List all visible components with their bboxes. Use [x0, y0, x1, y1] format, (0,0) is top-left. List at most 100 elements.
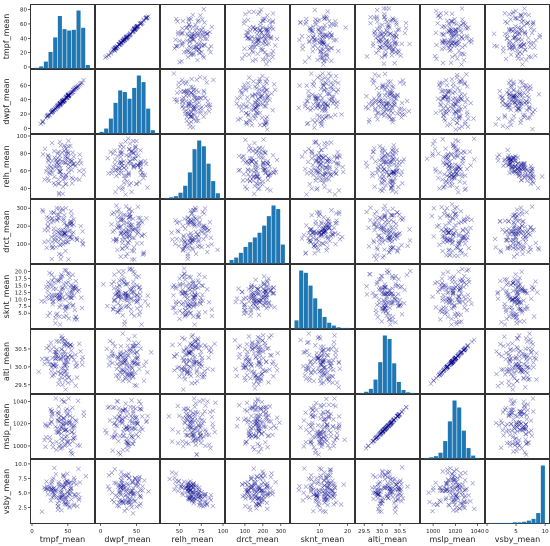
- scatter-point: [192, 28, 198, 34]
- scatter-point: [382, 14, 387, 19]
- scatter-point: [390, 16, 396, 21]
- scatter-point: [391, 37, 396, 43]
- scatter-point: [251, 9, 257, 15]
- scatter-point: [260, 47, 266, 53]
- scatter-point: [310, 35, 316, 40]
- scatter-point: [452, 41, 457, 46]
- scatter-point: [111, 46, 117, 52]
- scatter-point: [374, 50, 379, 56]
- scatter-point: [504, 36, 510, 41]
- histogram-bar: [238, 252, 243, 264]
- scatter-point: [189, 51, 195, 56]
- scatter-point: [501, 49, 506, 54]
- scatter-point: [318, 25, 323, 31]
- histogram-bar: [271, 205, 276, 264]
- scatter-point: [537, 34, 542, 40]
- cell-drct_mean-vs-alti_mean: [355, 199, 420, 264]
- scatter-point: [310, 28, 315, 34]
- histogram-bar: [276, 209, 281, 264]
- scatter-point: [310, 44, 316, 50]
- scatter-point: [263, 40, 268, 46]
- scatter-point: [507, 38, 513, 44]
- scatter-point: [310, 35, 316, 40]
- scatter-point: [267, 58, 272, 63]
- scatter-point: [326, 47, 331, 53]
- scatter-point: [440, 41, 446, 46]
- cell-sknt_mean-vs-tmpf_mean: [30, 264, 95, 329]
- cell-alti_mean-vs-mslp_mean: [420, 329, 485, 394]
- histogram-bar: [127, 98, 132, 134]
- scatter-point: [387, 41, 393, 47]
- scatter-point: [319, 42, 324, 47]
- scatter-point: [300, 42, 306, 48]
- scatter-point: [312, 19, 318, 25]
- scatter-point: [318, 51, 324, 57]
- scatter-point: [123, 35, 129, 41]
- scatter-point: [333, 37, 339, 43]
- scatter-point: [114, 44, 120, 49]
- scatter-point: [260, 57, 266, 62]
- scatter-point: [508, 52, 514, 57]
- cell-tmpf_mean-vs-vsby_mean: [485, 4, 550, 69]
- scatter-point: [255, 51, 260, 57]
- scatter-point: [460, 21, 466, 26]
- cell-drct_mean-vs-drct_mean: [225, 199, 290, 264]
- scatter-point: [449, 18, 454, 24]
- cell-drct_mean-vs-sknt_mean: [290, 199, 355, 264]
- scatter-point: [451, 43, 457, 49]
- scatter-point: [320, 54, 325, 60]
- scatter-point: [315, 57, 320, 63]
- scatter-point: [248, 36, 253, 42]
- scatter-point: [145, 14, 151, 19]
- scatter-point: [51, 107, 57, 113]
- histogram-bar: [71, 29, 76, 69]
- scatter-point: [393, 39, 398, 45]
- scatter-point: [131, 26, 137, 32]
- scatter-point: [200, 43, 205, 49]
- scatter-point: [374, 16, 380, 21]
- cell-drct_mean-vs-mslp_mean: [420, 199, 485, 264]
- scatter-point: [398, 53, 404, 58]
- scatter-point: [175, 43, 181, 49]
- scatter-point: [435, 13, 441, 19]
- scatter-point: [261, 38, 267, 44]
- scatter-point: [320, 62, 326, 67]
- scatter-point: [521, 42, 527, 48]
- scatter-point: [513, 38, 519, 44]
- scatter-point: [317, 17, 322, 23]
- scatter-point: [377, 23, 382, 29]
- scatter-point: [320, 35, 325, 40]
- scatter-point: [451, 33, 457, 38]
- scatter-point: [517, 31, 523, 37]
- cell-sknt_mean-vs-relh_mean: [160, 264, 225, 329]
- scatter-point: [322, 32, 328, 37]
- histogram-bar: [410, 392, 415, 394]
- scatter-point: [395, 27, 400, 33]
- scatter-point: [266, 41, 272, 46]
- scatter-point: [116, 41, 122, 47]
- scatter-point: [188, 34, 193, 40]
- scatter-point: [122, 36, 127, 42]
- scatter-point: [306, 34, 311, 39]
- scatter-point: [197, 35, 203, 41]
- scatter-point: [516, 36, 522, 42]
- scatter-point: [306, 39, 312, 45]
- scatter-point: [119, 38, 125, 44]
- scatter-point: [526, 35, 531, 41]
- scatter-point: [391, 34, 397, 40]
- histogram-bar: [197, 140, 202, 199]
- histogram-bar: [364, 391, 369, 394]
- scatter-point: [513, 23, 518, 29]
- cell-frame: [420, 4, 485, 69]
- scatter-point: [453, 29, 459, 34]
- scatter-point: [179, 42, 185, 48]
- scatter-point: [191, 51, 197, 56]
- scatter-point: [270, 11, 276, 16]
- scatter-point: [381, 6, 387, 11]
- scatter-point: [267, 35, 273, 41]
- scatter-point: [329, 21, 334, 26]
- scatter-point: [125, 34, 130, 40]
- scatter-point: [303, 21, 308, 27]
- scatter-point: [312, 43, 318, 48]
- scatter-point: [324, 32, 329, 38]
